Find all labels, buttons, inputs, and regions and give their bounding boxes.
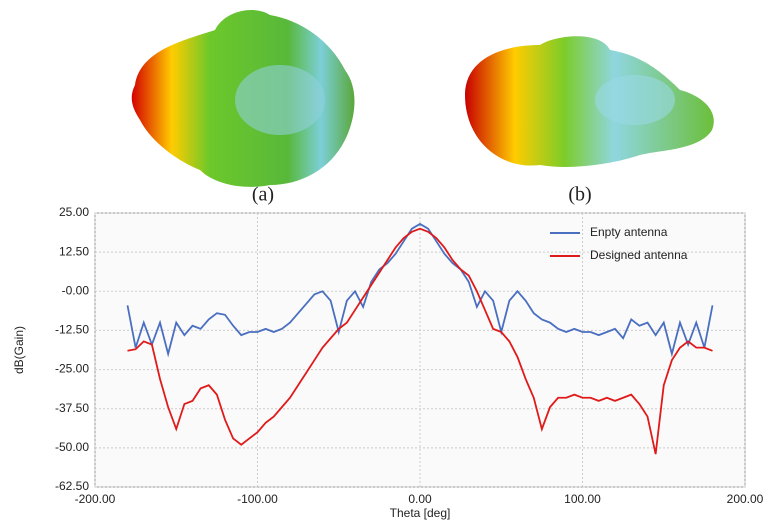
panel-label: (b): [568, 184, 591, 206]
y-tick-label: -37.50: [55, 401, 89, 415]
figure: (a) (b) Theta [deg] dB(Gain) 25.00 12.50 -…: [0, 0, 771, 523]
x-tick-label: -100.00: [237, 492, 278, 506]
y-tick-label: 25.00: [59, 205, 89, 219]
y-tick-label: -0.00: [62, 283, 90, 297]
pattern-b: [465, 36, 714, 167]
legend-label: Enpty antenna: [590, 225, 668, 239]
x-tick-label: 0.00: [408, 492, 432, 506]
x-tick-label: -200.00: [75, 492, 116, 506]
x-axis-label: Theta [deg]: [390, 506, 451, 520]
panel-label: (a): [252, 184, 274, 206]
legend-label: Designed antenna: [590, 248, 688, 262]
y-tick-label: -25.00: [55, 362, 89, 376]
pattern-a: [132, 10, 355, 187]
y-tick-label: -12.50: [55, 323, 89, 337]
y-tick-label: -62.50: [55, 479, 89, 493]
x-tick-label: 200.00: [727, 492, 764, 506]
y-tick-label: -50.00: [55, 440, 89, 454]
x-tick-label: 100.00: [564, 492, 601, 506]
y-axis-label: dB(Gain): [12, 326, 26, 374]
y-tick-label: 12.50: [59, 244, 89, 258]
